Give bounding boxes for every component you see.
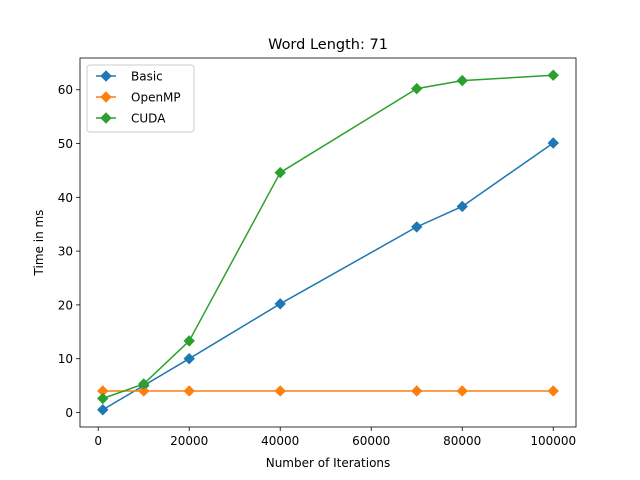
legend-box [86, 64, 195, 133]
legend-marker [100, 112, 112, 124]
data-point-cuda [547, 69, 559, 81]
axes-frame [79, 57, 577, 428]
x-tick-label: 40000 [261, 434, 299, 448]
legend-label: OpenMP [131, 91, 181, 105]
data-point-cuda [411, 82, 423, 95]
y-tick-label: 40 [58, 191, 73, 205]
legend-marker [100, 91, 112, 103]
y-tick-label: 30 [58, 245, 73, 259]
data-point-cuda [97, 392, 109, 405]
x-axis-label: Number of Iterations [266, 456, 391, 470]
y-tick-label: 60 [58, 83, 73, 97]
legend-label: Basic [131, 70, 163, 84]
x-tick-label: 20000 [170, 434, 208, 448]
legend-entry-openmp: OpenMP [96, 91, 181, 105]
data-point-openmp [411, 385, 423, 397]
x-axis: 0 20000 40000 60000 80000 100000 [94, 427, 576, 448]
y-tick-label: 50 [58, 137, 73, 151]
x-tick-label: 80000 [443, 434, 481, 448]
data-point-openmp [456, 385, 468, 397]
data-point-openmp [274, 385, 286, 397]
data-point-cuda [456, 74, 468, 87]
data-point-basic [97, 404, 109, 416]
y-tick-label: 20 [58, 298, 73, 312]
plot-area [97, 69, 559, 416]
y-axis-label: Time in ms [32, 210, 46, 277]
data-point-openmp [183, 385, 195, 397]
data-point-cuda [183, 335, 195, 347]
data-point-cuda [274, 166, 286, 179]
legend-marker [100, 70, 112, 82]
data-point-openmp [547, 385, 559, 397]
data-point-cuda [137, 378, 150, 390]
legend-label: CUDA [131, 112, 166, 126]
x-tick-label: 100000 [530, 434, 576, 448]
legend-entry-cuda: CUDA [96, 112, 166, 126]
chart-title: Word Length: 71 [268, 37, 388, 53]
data-point-basic [183, 352, 195, 365]
data-point-basic [411, 221, 423, 233]
legend-entry-basic: Basic [96, 70, 163, 84]
y-tick-label: 10 [58, 352, 73, 366]
data-point-basic [456, 200, 468, 213]
data-point-basic [547, 137, 559, 149]
data-point-basic [274, 298, 286, 310]
x-tick-label: 60000 [352, 434, 390, 448]
y-axis: 0 10 20 30 40 50 60 [58, 83, 80, 420]
legend: Basic OpenMP CUDA [86, 64, 195, 133]
x-tick-label: 0 [94, 434, 102, 448]
data-point-openmp [137, 385, 150, 397]
y-tick-label: 0 [65, 406, 73, 420]
